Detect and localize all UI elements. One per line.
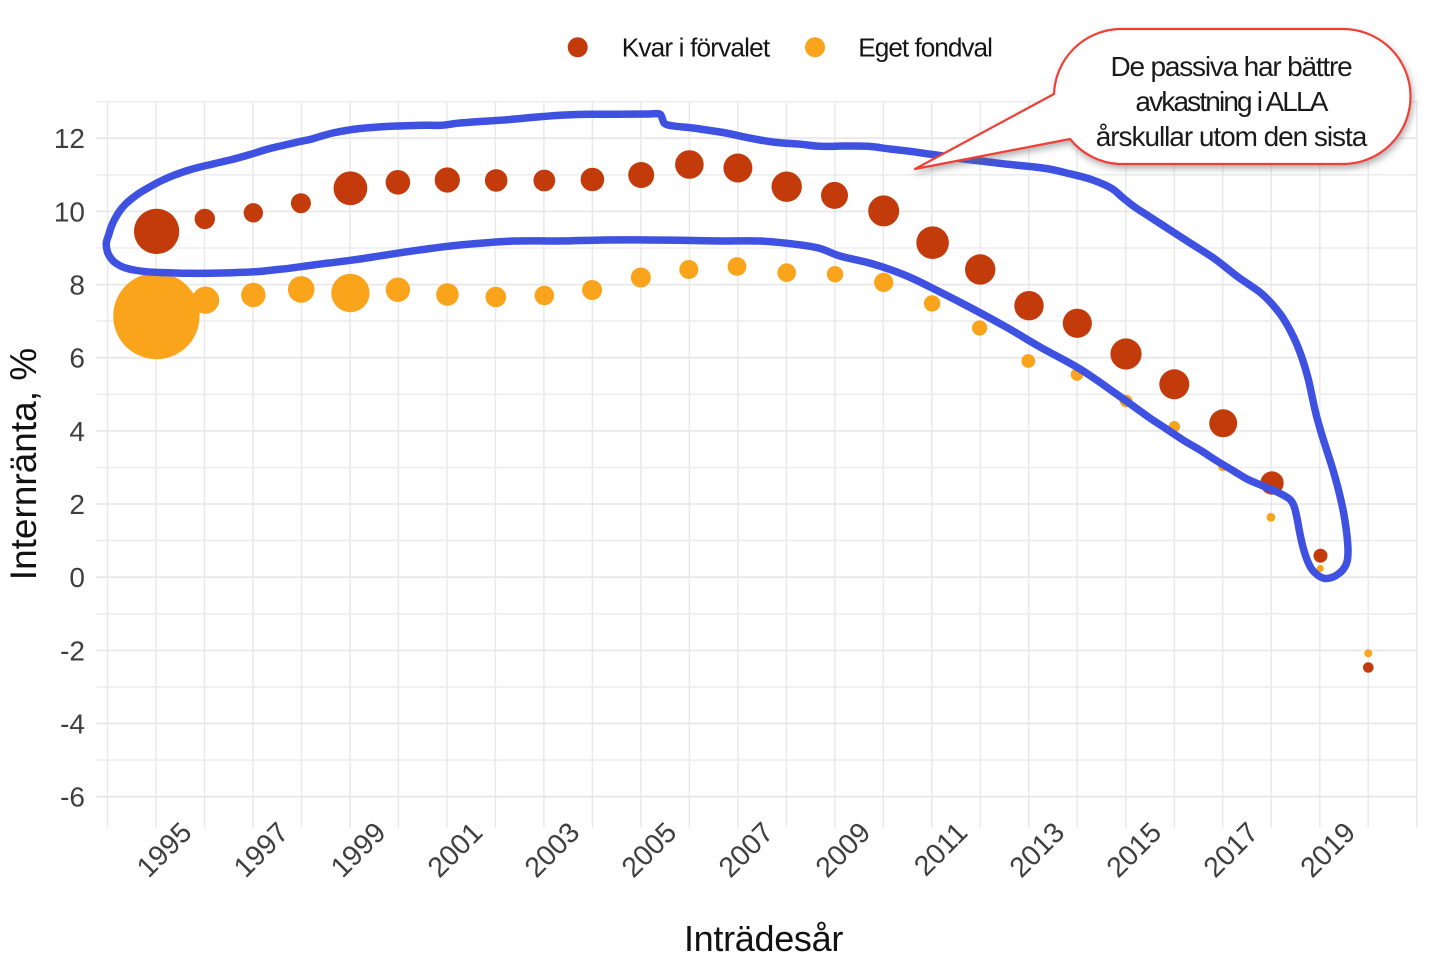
svg-text:8: 8 xyxy=(69,270,85,301)
svg-text:10: 10 xyxy=(54,196,85,227)
svg-text:Inträdesår: Inträdesår xyxy=(684,918,843,959)
svg-text:Internränta, %: Internränta, % xyxy=(3,348,44,580)
svg-text:årskullar utom den sista: årskullar utom den sista xyxy=(1096,121,1368,152)
svg-text:De passiva har bättre: De passiva har bättre xyxy=(1111,51,1353,82)
svg-text:Kvar i förvalet: Kvar i förvalet xyxy=(622,33,771,63)
svg-text:6: 6 xyxy=(69,343,85,374)
svg-text:-2: -2 xyxy=(60,635,85,666)
svg-text:12: 12 xyxy=(54,123,85,154)
svg-text:Eget fondval: Eget fondval xyxy=(858,33,992,63)
svg-text:4: 4 xyxy=(69,416,85,447)
svg-text:-4: -4 xyxy=(60,709,85,740)
svg-text:0: 0 xyxy=(69,562,85,593)
svg-text:avkastning i ALLA: avkastning i ALLA xyxy=(1135,86,1328,117)
svg-text:2: 2 xyxy=(69,489,85,520)
svg-text:-6: -6 xyxy=(60,782,85,813)
